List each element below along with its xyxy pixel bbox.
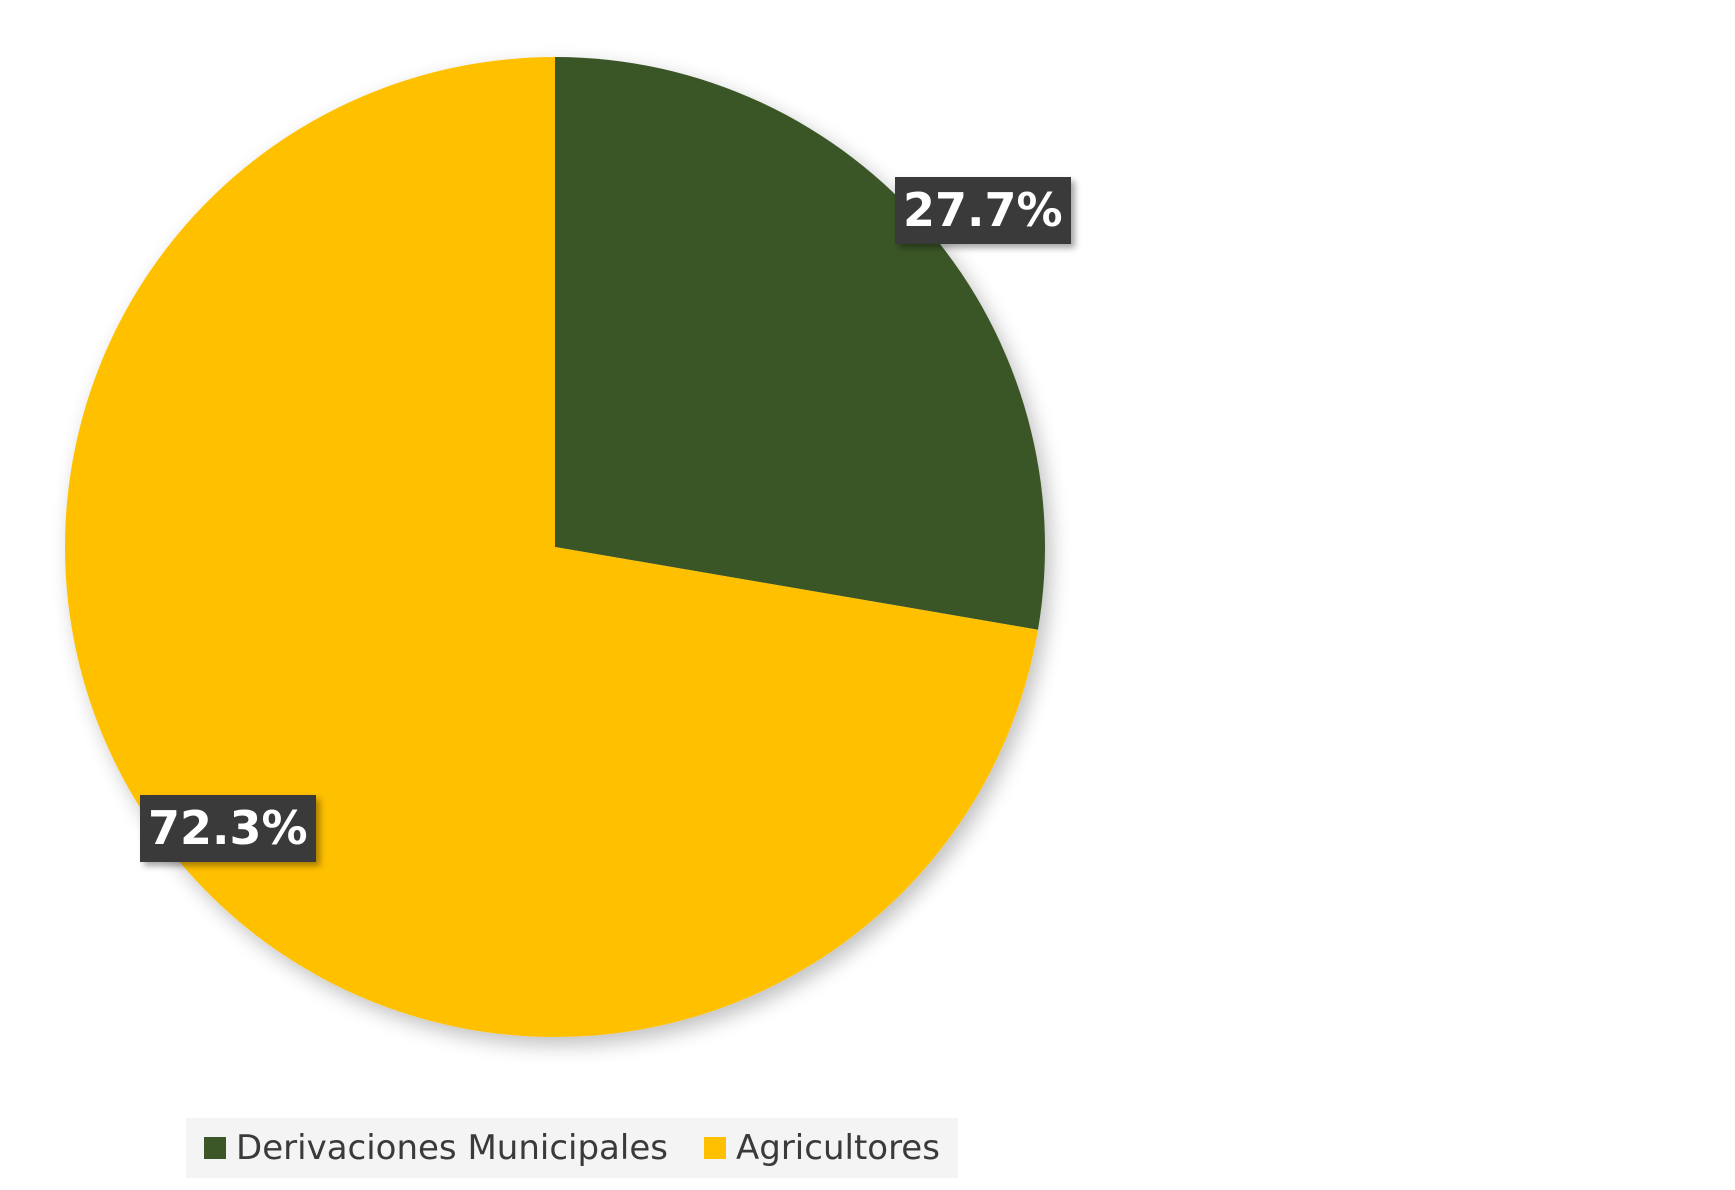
legend-label-agricultores: Agricultores xyxy=(735,1128,940,1168)
legend-item-agricultores[interactable]: Agricultores xyxy=(703,1128,940,1168)
slice-derivaciones-municipales[interactable] xyxy=(555,57,1045,630)
legend-label-derivaciones-municipales: Derivaciones Municipales xyxy=(236,1128,668,1168)
chart-legend: Derivaciones Municipales Agricultores xyxy=(186,1118,958,1178)
legend-swatch-derivaciones-municipales xyxy=(204,1137,227,1159)
data-label-agricultores: 72.3% xyxy=(140,795,316,862)
slice-agricultores[interactable] xyxy=(64,57,1038,1038)
legend-swatch-agricultores xyxy=(703,1137,726,1159)
legend-item-derivaciones-municipales[interactable]: Derivaciones Municipales xyxy=(204,1128,668,1168)
data-label-derivaciones-municipales: 27.7% xyxy=(895,177,1071,244)
